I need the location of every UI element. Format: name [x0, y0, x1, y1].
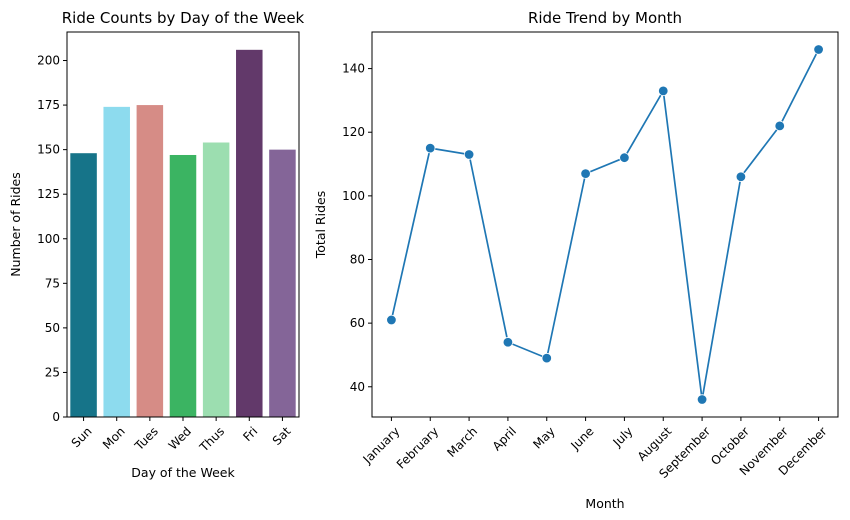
line-point-april — [502, 337, 514, 348]
line-x-tick-label: May — [530, 424, 557, 451]
line-x-tick-label: February — [394, 424, 442, 472]
bar-x-tick-label: Wed — [166, 424, 194, 452]
line-point-march — [463, 149, 475, 160]
bar-y-tick-label: 150 — [37, 143, 60, 157]
line-x-axis-label: Month — [585, 496, 624, 511]
bar-chart-title: Ride Counts by Day of the Week — [62, 9, 305, 27]
bar-sat — [269, 149, 296, 417]
bar-chart: Ride Counts by Day of the Week 0 25 50 75 10… — [8, 9, 305, 480]
line-x-tick-label: April — [490, 424, 519, 453]
bar-x-ticks: Sun Mon Tues Wed Thus Fri Sat — [69, 417, 294, 455]
line-x-tick-label: July — [610, 424, 636, 450]
line-marks — [386, 44, 824, 405]
bar-x-axis-label: Day of the Week — [131, 465, 235, 480]
bar-y-tick-label: 125 — [37, 187, 60, 201]
bar-y-tick-label: 75 — [45, 276, 60, 290]
line-x-tick-label: March — [444, 424, 480, 460]
line-point-september — [696, 394, 708, 405]
bar-tues — [136, 105, 164, 417]
line-y-tick-label: 40 — [350, 380, 365, 394]
line-y-tick-label: 140 — [342, 62, 365, 76]
line-y-axis-label: Total Rides — [313, 191, 328, 259]
bar-x-tick-label: Mon — [100, 424, 128, 452]
bar-x-tick-label: Sat — [270, 424, 294, 448]
bar-fri — [236, 49, 263, 418]
bar-y-ticks: 0 25 50 75 100 125 150 175 200 — [37, 54, 67, 424]
line-point-january — [386, 314, 397, 326]
line-point-december — [813, 44, 824, 55]
bar-marks — [70, 49, 296, 418]
bar-y-tick-label: 50 — [45, 321, 60, 335]
line-series — [390, 49, 820, 400]
line-y-ticks: 40 60 80 100 120 140 — [342, 62, 372, 394]
line-point-june — [580, 168, 591, 179]
line-point-november — [774, 120, 785, 132]
bar-x-tick-label: Tues — [131, 424, 161, 454]
line-point-may — [541, 352, 552, 364]
line-point-october — [735, 171, 747, 182]
bar-x-tick-label: Thus — [196, 424, 227, 455]
line-point-july — [619, 152, 630, 163]
line-plot-frame — [371, 31, 839, 418]
bar-sun — [70, 153, 97, 417]
bar-plot-frame — [66, 31, 300, 418]
line-y-tick-label: 100 — [342, 189, 365, 203]
bar-x-tick-label: Fri — [240, 424, 260, 444]
line-point-august — [658, 85, 669, 97]
line-y-tick-label: 80 — [350, 253, 365, 267]
line-x-tick-label: June — [568, 424, 597, 453]
line-chart-title: Ride Trend by Month — [528, 9, 682, 27]
bar-y-tick-label: 200 — [37, 54, 60, 68]
bar-thus — [202, 142, 230, 417]
line-y-tick-label: 120 — [342, 125, 365, 139]
line-point-february — [425, 142, 436, 154]
bar-x-tick-label: Sun — [69, 424, 95, 450]
bar-y-tick-label: 175 — [37, 98, 60, 112]
bar-y-tick-label: 0 — [52, 410, 60, 424]
bar-wed — [169, 154, 197, 417]
bar-y-axis-label: Number of Rides — [8, 172, 23, 277]
bar-mon — [103, 106, 130, 417]
bar-y-tick-label: 100 — [37, 232, 60, 246]
line-y-tick-label: 60 — [350, 316, 365, 330]
bar-y-tick-label: 25 — [45, 365, 60, 379]
